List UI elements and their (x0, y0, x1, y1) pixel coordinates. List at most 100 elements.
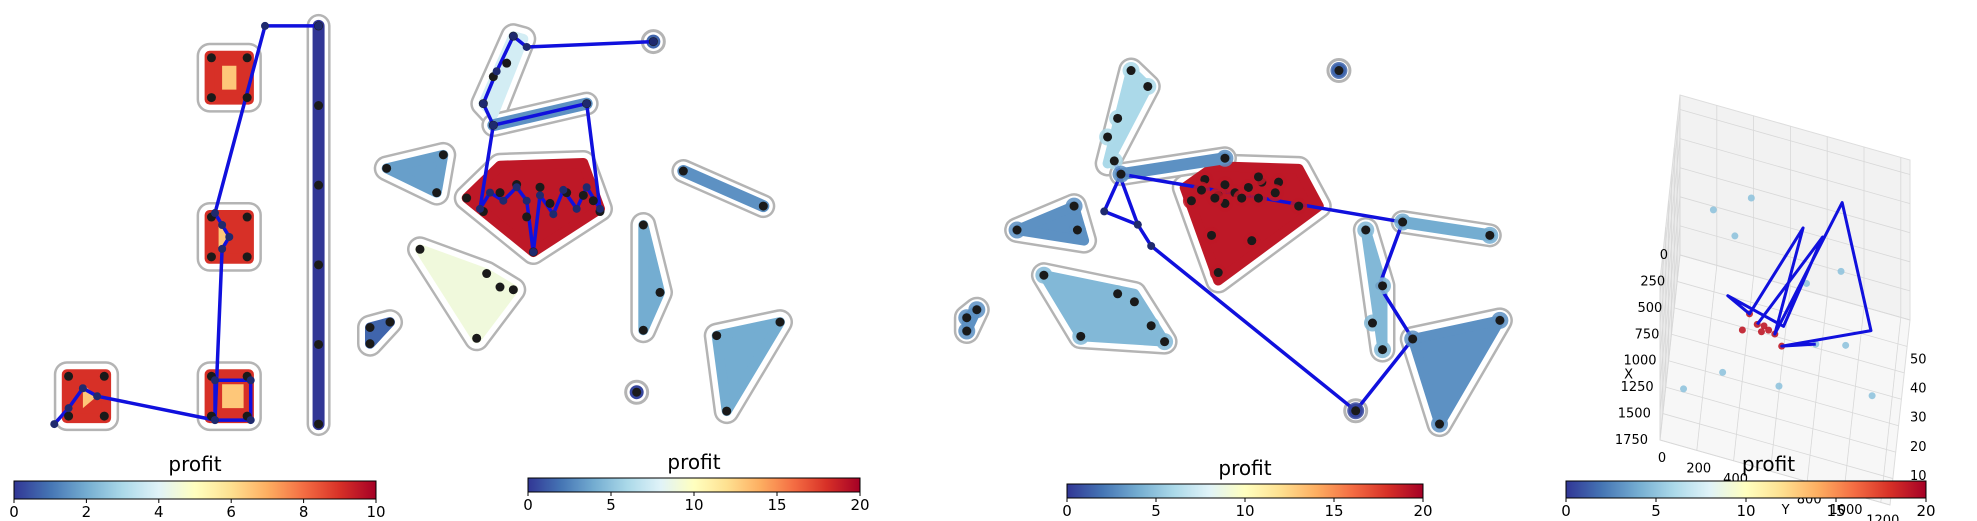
x-tick-label: 250 (1640, 274, 1665, 289)
route-point (246, 416, 255, 425)
route-point (492, 67, 501, 76)
x-tick-label: 1000 (1623, 354, 1656, 369)
x-tick-label: 1750 (1615, 433, 1648, 448)
route-point (50, 420, 59, 429)
node-point (522, 212, 532, 222)
route-point (1133, 220, 1142, 229)
route-point (211, 209, 219, 218)
data-point (1837, 267, 1845, 275)
grid-line (1696, 265, 1718, 451)
node-point (1210, 193, 1220, 203)
colorbar-title: profit (1741, 452, 1796, 476)
grid-line (1659, 225, 1681, 411)
node-point (588, 196, 598, 206)
grid-line (1677, 281, 1908, 347)
grid-line (1662, 413, 1893, 479)
y-tick-label: 1000 (1829, 503, 1862, 518)
node-point (365, 323, 375, 332)
x-tick-label: 500 (1637, 301, 1662, 316)
node-point (1213, 268, 1223, 278)
colorbar-tick-label: 10 (1235, 502, 1255, 520)
node-point (1378, 345, 1388, 355)
node-point (638, 220, 648, 230)
node-point (758, 201, 768, 211)
node-point (438, 150, 448, 160)
node-point (1378, 281, 1388, 291)
route-point (489, 121, 498, 130)
colorbar-title: profit (1218, 456, 1272, 480)
x-tick-label: 1500 (1618, 407, 1651, 422)
data-point (1680, 385, 1688, 393)
cluster-fill (1407, 315, 1505, 430)
grid-plot (50, 13, 331, 437)
route-point (225, 232, 234, 241)
route-point (649, 37, 658, 46)
route-point (486, 188, 494, 197)
node-point (1334, 66, 1344, 76)
route-point (218, 221, 227, 229)
node-point (1253, 172, 1263, 182)
node-point (64, 411, 74, 421)
panel-grid: profit 0 2 4 6 8 10 (0, 0, 390, 521)
colorbar-tick-label: 0 (1062, 502, 1072, 520)
node-point (99, 411, 109, 421)
node-point (632, 387, 642, 397)
grid-line (1659, 167, 1681, 353)
cluster-fill (1115, 152, 1231, 181)
grid-line (1671, 333, 1902, 400)
grid-line (1659, 109, 1681, 295)
node-point (1237, 193, 1247, 203)
node-point (535, 182, 545, 192)
node-point (1072, 225, 1082, 235)
sub-cluster-fill (222, 384, 244, 409)
route-point (582, 183, 591, 192)
node-point (382, 163, 392, 173)
route-point (582, 99, 591, 108)
route-point (78, 384, 87, 393)
route-point (499, 196, 508, 205)
node-point (1160, 337, 1170, 347)
node-point (712, 331, 722, 341)
colorbar-tick-label: 10 (1736, 502, 1756, 520)
node-point (432, 188, 442, 198)
colorbar-tick-label: 6 (226, 503, 236, 521)
route-point (211, 416, 219, 425)
cluster-fill (638, 220, 665, 336)
node-point (1247, 236, 1257, 246)
node-point (1220, 153, 1230, 163)
colorbar-tick-label: 2 (81, 503, 92, 521)
route-point (549, 210, 558, 219)
node-point (314, 101, 324, 111)
grid-line (1659, 138, 1681, 324)
data-point (1757, 328, 1765, 336)
node-point (314, 180, 324, 190)
node-point (545, 198, 555, 208)
grid-line (1674, 307, 1905, 374)
node-point (365, 339, 375, 349)
node-point (1129, 297, 1139, 307)
route-point (509, 32, 518, 41)
z-tick-label: 50 (1910, 353, 1927, 368)
x-tick-label: 0 (1660, 248, 1668, 263)
data-point (1868, 392, 1876, 400)
node-point (1186, 196, 1196, 206)
node-point (775, 317, 785, 327)
route-point (1100, 207, 1109, 216)
cluster-fill (461, 158, 605, 257)
node-point (495, 188, 505, 198)
node-point (1485, 230, 1495, 240)
node-point (1039, 270, 1049, 280)
panel-clusters-a: profit 0 5 10 15 20 (357, 0, 890, 518)
colorbar-tick-label: 0 (9, 503, 19, 521)
node-point (1113, 113, 1123, 123)
data-point (1765, 326, 1773, 334)
node-point (242, 93, 252, 103)
node-point (242, 212, 252, 222)
z-tick-label: 10 (1910, 469, 1927, 484)
grid-line (1668, 360, 1899, 427)
node-point (1243, 182, 1253, 192)
route-point (1147, 241, 1156, 250)
cluster-fill (711, 317, 785, 417)
data-point (1719, 368, 1727, 376)
data-point (1812, 340, 1820, 348)
